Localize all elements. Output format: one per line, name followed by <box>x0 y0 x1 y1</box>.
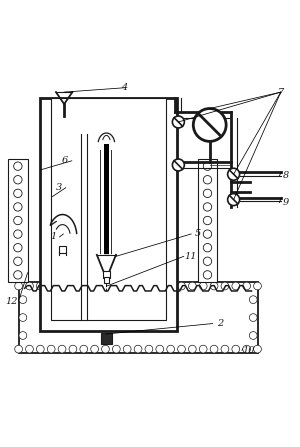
Text: 6: 6 <box>62 156 68 165</box>
Circle shape <box>221 345 229 353</box>
Circle shape <box>112 345 120 353</box>
Circle shape <box>14 203 22 211</box>
Circle shape <box>228 168 240 180</box>
Circle shape <box>14 216 22 225</box>
Circle shape <box>58 345 66 353</box>
Circle shape <box>134 282 142 290</box>
Circle shape <box>80 345 88 353</box>
Circle shape <box>203 244 212 252</box>
Circle shape <box>232 345 240 353</box>
Bar <box>198 159 217 282</box>
Circle shape <box>243 282 250 290</box>
Text: 5: 5 <box>195 229 201 238</box>
Circle shape <box>203 230 212 238</box>
Bar <box>8 159 28 282</box>
Circle shape <box>203 176 212 184</box>
Circle shape <box>123 345 131 353</box>
Circle shape <box>156 345 164 353</box>
Text: 8: 8 <box>283 171 289 180</box>
Circle shape <box>178 345 185 353</box>
Circle shape <box>203 216 212 225</box>
Circle shape <box>15 345 22 353</box>
Circle shape <box>14 189 22 198</box>
Circle shape <box>254 282 261 290</box>
Circle shape <box>210 345 218 353</box>
Circle shape <box>14 244 22 252</box>
Text: 1: 1 <box>50 232 56 241</box>
Circle shape <box>58 282 66 290</box>
Circle shape <box>102 345 110 353</box>
Bar <box>51 98 166 320</box>
Bar <box>19 282 257 354</box>
Circle shape <box>26 345 33 353</box>
Circle shape <box>167 282 175 290</box>
Circle shape <box>80 282 88 290</box>
Circle shape <box>14 176 22 184</box>
Circle shape <box>203 189 212 198</box>
Circle shape <box>145 345 153 353</box>
Text: 10: 10 <box>242 346 255 355</box>
Circle shape <box>232 282 240 290</box>
Circle shape <box>203 257 212 266</box>
Circle shape <box>167 345 175 353</box>
Circle shape <box>228 194 240 206</box>
Circle shape <box>19 314 27 321</box>
Circle shape <box>26 282 33 290</box>
Circle shape <box>172 116 184 128</box>
Circle shape <box>91 345 98 353</box>
Text: 7: 7 <box>278 88 284 97</box>
Bar <box>40 98 177 331</box>
Circle shape <box>14 162 22 170</box>
Circle shape <box>254 345 261 353</box>
Circle shape <box>188 282 196 290</box>
Circle shape <box>249 296 257 304</box>
Circle shape <box>210 282 218 290</box>
Circle shape <box>203 162 212 170</box>
Circle shape <box>193 109 226 141</box>
Circle shape <box>69 282 77 290</box>
Circle shape <box>69 345 77 353</box>
Polygon shape <box>97 255 116 271</box>
Circle shape <box>243 345 250 353</box>
Bar <box>103 271 110 278</box>
Circle shape <box>134 345 142 353</box>
Circle shape <box>14 257 22 266</box>
Bar <box>104 144 109 255</box>
Circle shape <box>102 282 110 290</box>
Circle shape <box>156 282 164 290</box>
Circle shape <box>47 345 55 353</box>
Circle shape <box>47 282 55 290</box>
Text: 9: 9 <box>283 198 289 207</box>
Bar <box>59 246 66 253</box>
Circle shape <box>19 296 27 304</box>
Circle shape <box>178 282 185 290</box>
Circle shape <box>123 282 131 290</box>
Bar <box>101 333 112 344</box>
Text: 4: 4 <box>122 83 128 92</box>
Circle shape <box>19 332 27 339</box>
Circle shape <box>91 282 98 290</box>
Bar <box>104 277 109 283</box>
Text: 12: 12 <box>6 297 18 306</box>
Circle shape <box>145 282 153 290</box>
Circle shape <box>36 282 44 290</box>
Circle shape <box>249 332 257 339</box>
Circle shape <box>203 271 212 279</box>
Circle shape <box>199 345 207 353</box>
Circle shape <box>221 282 229 290</box>
Circle shape <box>112 282 120 290</box>
Circle shape <box>14 271 22 279</box>
Circle shape <box>249 314 257 321</box>
Circle shape <box>172 159 184 171</box>
Circle shape <box>203 203 212 211</box>
Circle shape <box>15 282 22 290</box>
Circle shape <box>199 282 207 290</box>
Circle shape <box>36 345 44 353</box>
Text: 2: 2 <box>217 319 223 328</box>
Text: 11: 11 <box>184 252 196 261</box>
Circle shape <box>14 230 22 238</box>
Text: 3: 3 <box>56 183 62 192</box>
Circle shape <box>188 345 196 353</box>
